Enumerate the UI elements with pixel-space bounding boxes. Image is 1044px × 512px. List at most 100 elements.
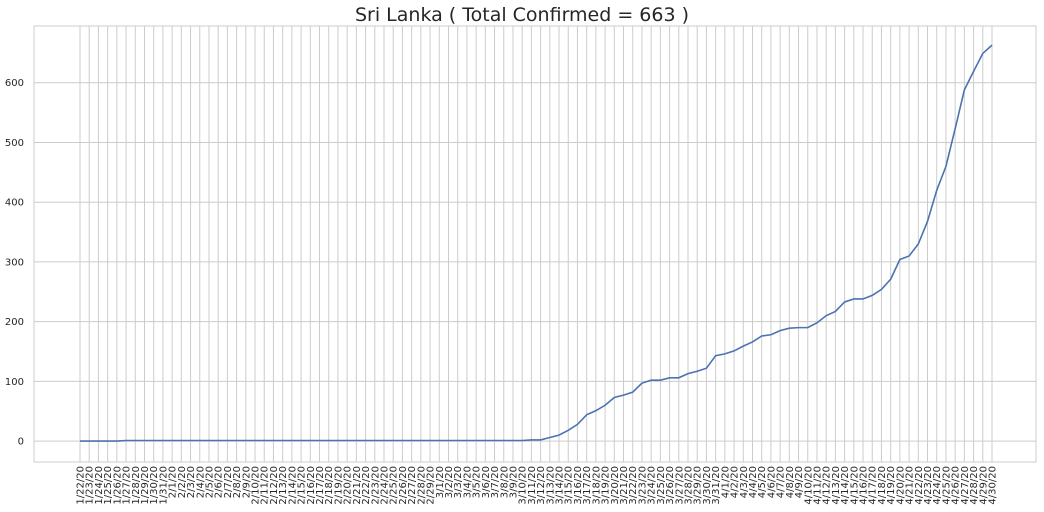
x-tick-label: 2/3/20	[186, 466, 197, 498]
x-tick-label: 4/25/20	[941, 466, 952, 505]
x-tick-label: 3/1/20	[435, 466, 446, 498]
x-tick-label: 2/22/20	[361, 466, 372, 505]
x-tick-label: 4/20/20	[895, 466, 906, 505]
x-tick-label: 1/31/20	[158, 466, 169, 505]
x-tick-label: 3/17/20	[582, 466, 593, 505]
x-tick-label: 4/11/20	[812, 466, 823, 505]
x-tick-label: 1/24/20	[94, 466, 105, 505]
x-tick-label: 2/29/20	[426, 466, 437, 505]
x-tick-label: 3/3/20	[453, 466, 464, 498]
x-tick-label: 2/13/20	[278, 466, 289, 505]
x-tick-label: 2/8/20	[232, 466, 243, 498]
x-tick-label: 4/18/20	[877, 466, 888, 505]
x-tick-label: 4/19/20	[886, 466, 897, 505]
x-tick-label: 2/19/20	[333, 466, 344, 505]
x-tick-label: 1/28/20	[131, 466, 142, 505]
x-tick-label: 3/28/20	[684, 466, 695, 505]
x-tick-label: 3/6/20	[481, 466, 492, 498]
x-tick-label: 3/12/20	[536, 466, 547, 505]
x-tick-label: 3/29/20	[693, 466, 704, 505]
x-tick-label: 3/18/20	[591, 466, 602, 505]
x-tick-label: 3/30/20	[702, 466, 713, 505]
grid-lines	[34, 26, 1036, 462]
x-tick-label: 3/15/20	[564, 466, 575, 505]
x-tick-label: 4/3/20	[739, 466, 750, 498]
x-tick-label: 3/5/20	[472, 466, 483, 498]
x-tick-label: 2/27/20	[407, 466, 418, 505]
x-tick-label: 2/24/20	[380, 466, 391, 505]
x-tick-label: 4/7/20	[776, 466, 787, 498]
x-tick-label: 3/13/20	[545, 466, 556, 505]
y-tick-label: 300	[5, 257, 24, 268]
x-tick-label: 2/17/20	[315, 466, 326, 505]
x-tick-label: 1/23/20	[85, 466, 96, 505]
x-axis-tick-labels: 1/22/201/23/201/24/201/25/201/26/201/27/…	[76, 466, 999, 505]
x-tick-label: 2/9/20	[241, 466, 252, 498]
x-tick-label: 4/23/20	[923, 466, 934, 505]
y-tick-label: 200	[5, 317, 24, 328]
y-tick-label: 0	[18, 437, 24, 448]
x-tick-label: 2/20/20	[343, 466, 354, 505]
x-tick-label: 1/25/20	[103, 466, 114, 505]
x-tick-label: 3/27/20	[674, 466, 685, 505]
y-tick-label: 500	[5, 138, 24, 149]
y-tick-label: 400	[5, 198, 24, 209]
x-tick-label: 4/24/20	[932, 466, 943, 505]
x-tick-label: 4/28/20	[969, 466, 980, 505]
x-tick-label: 4/14/20	[840, 466, 851, 505]
x-tick-label: 2/7/20	[223, 466, 234, 498]
x-tick-label: 3/31/20	[711, 466, 722, 505]
x-tick-label: 3/2/20	[444, 466, 455, 498]
x-tick-label: 2/23/20	[370, 466, 381, 505]
y-axis-tick-labels: 0 100 200 300 400 500 600	[5, 78, 24, 447]
x-tick-label: 4/26/20	[951, 466, 962, 505]
x-tick-label: 3/24/20	[647, 466, 658, 505]
x-tick-label: 3/10/20	[518, 466, 529, 505]
y-tick-label: 100	[5, 377, 24, 388]
x-tick-label: 2/4/20	[195, 466, 206, 498]
x-tick-label: 3/20/20	[610, 466, 621, 505]
x-tick-label: 3/14/20	[555, 466, 566, 505]
x-tick-label: 2/5/20	[204, 466, 215, 498]
x-tick-label: 1/26/20	[112, 466, 123, 505]
x-tick-label: 2/25/20	[389, 466, 400, 505]
x-tick-label: 3/23/20	[637, 466, 648, 505]
x-tick-label: 4/8/20	[785, 466, 796, 498]
x-tick-label: 2/1/20	[168, 466, 179, 498]
x-tick-label: 3/16/20	[573, 466, 584, 505]
x-tick-label: 4/22/20	[914, 466, 925, 505]
x-tick-label: 3/8/20	[499, 466, 510, 498]
x-tick-label: 4/15/20	[849, 466, 860, 505]
x-tick-label: 1/27/20	[122, 466, 133, 505]
x-tick-label: 3/19/20	[601, 466, 612, 505]
x-tick-label: 3/11/20	[527, 466, 538, 505]
x-tick-label: 4/10/20	[803, 466, 814, 505]
x-tick-label: 2/11/20	[260, 466, 271, 505]
x-tick-label: 4/5/20	[757, 466, 768, 498]
x-tick-label: 2/10/20	[251, 466, 262, 505]
x-tick-label: 4/16/20	[859, 466, 870, 505]
x-tick-label: 4/30/20	[988, 466, 999, 505]
x-tick-label: 2/14/20	[287, 466, 298, 505]
x-tick-label: 2/6/20	[214, 466, 225, 498]
x-tick-label: 4/29/20	[978, 466, 989, 505]
series-line	[80, 44, 993, 442]
x-tick-label: 2/12/20	[269, 466, 280, 505]
x-tick-label: 3/9/20	[508, 466, 519, 498]
x-tick-label: 4/6/20	[766, 466, 777, 498]
plot-area	[33, 25, 1037, 463]
x-tick-label: 4/13/20	[831, 466, 842, 505]
x-tick-label: 1/22/20	[76, 466, 87, 505]
x-tick-label: 4/9/20	[794, 466, 805, 498]
x-tick-label: 2/21/20	[352, 466, 363, 505]
x-tick-label: 2/28/20	[416, 466, 427, 505]
x-tick-label: 3/4/20	[462, 466, 473, 498]
x-tick-label: 3/21/20	[619, 466, 630, 505]
x-tick-label: 4/1/20	[720, 466, 731, 498]
x-tick-label: 4/4/20	[748, 466, 759, 498]
y-tick-label: 600	[5, 78, 24, 89]
x-tick-label: 2/16/20	[306, 466, 317, 505]
x-tick-label: 4/21/20	[905, 466, 916, 505]
x-tick-label: 2/26/20	[398, 466, 409, 505]
